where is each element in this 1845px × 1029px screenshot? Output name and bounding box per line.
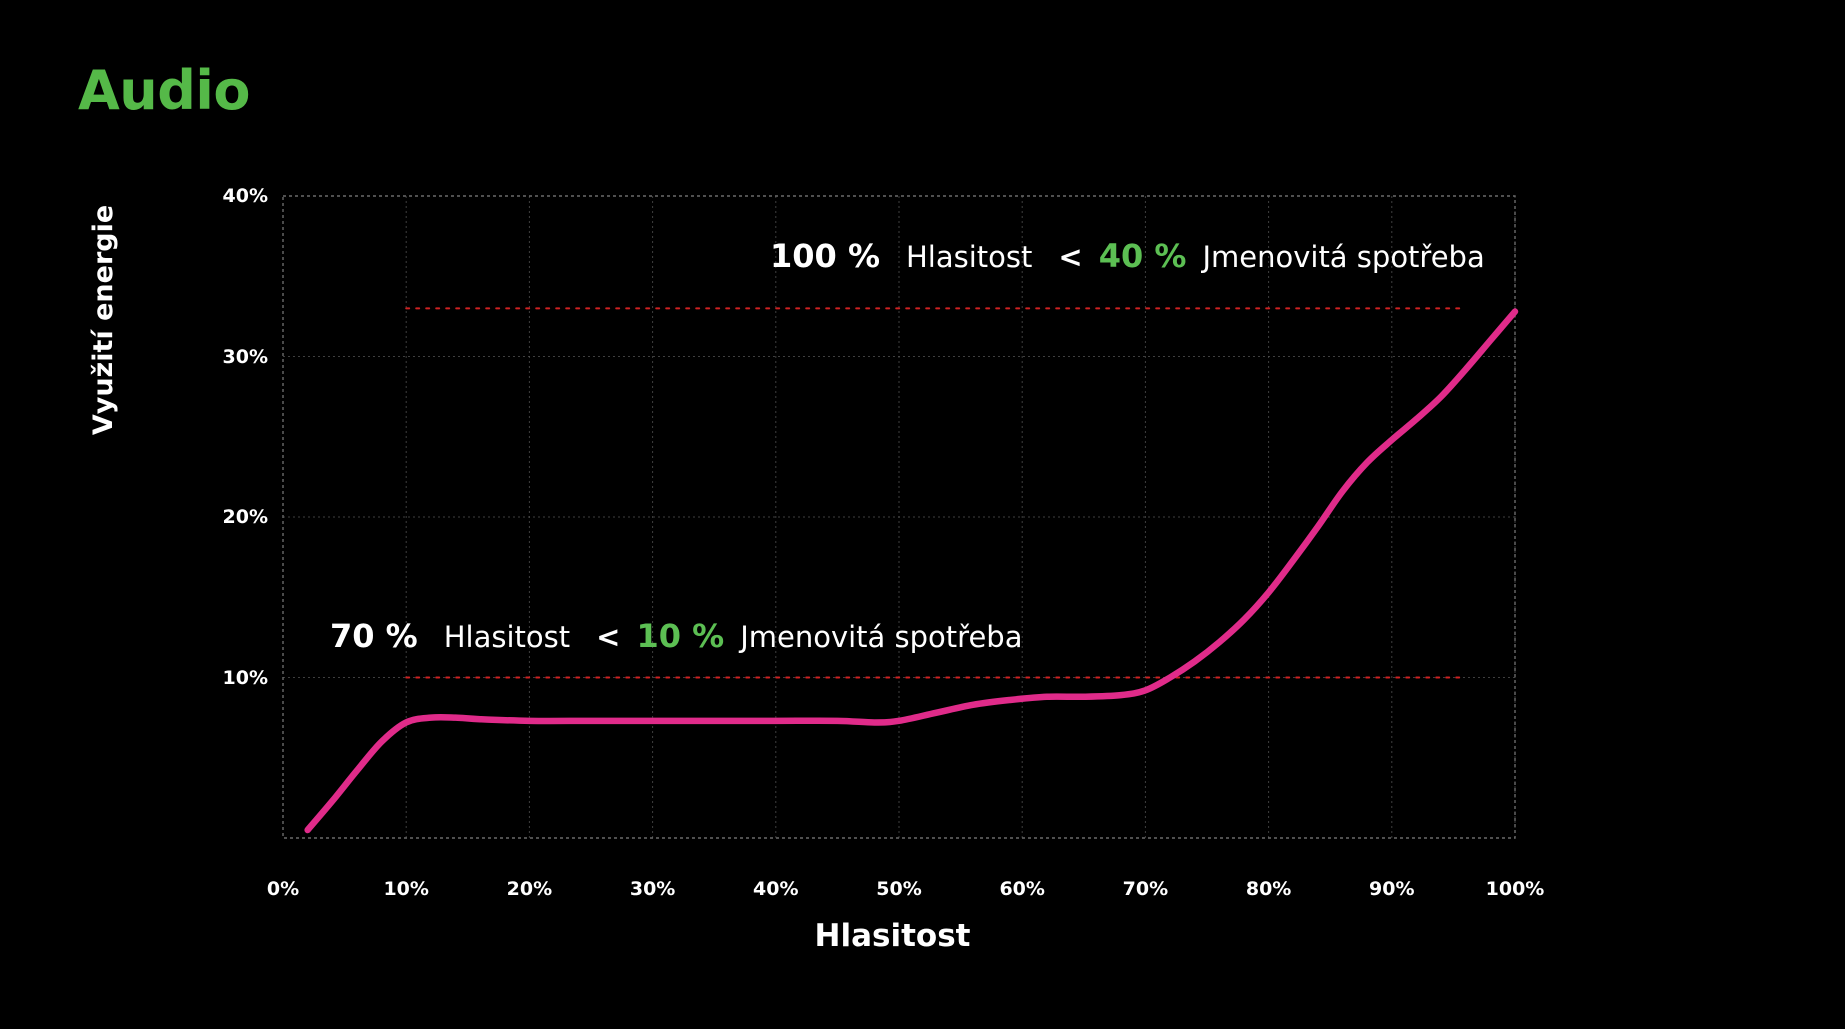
- x-axis-tick-label: 40%: [753, 878, 799, 900]
- x-axis-tick-label: 90%: [1369, 878, 1415, 900]
- annotation-comparator: <: [596, 620, 621, 654]
- x-axis-title: Hlasitost: [0, 918, 1845, 954]
- annotation-power-label: Jmenovitá spotřeba: [1202, 240, 1485, 274]
- annotation-power-label: Jmenovitá spotřeba: [740, 620, 1023, 654]
- x-axis-tick-label: 20%: [506, 878, 553, 900]
- gridlines-group: [283, 196, 1516, 838]
- x-axis-tick-label: 60%: [999, 878, 1045, 900]
- annotation-volume-label: Hlasitost: [906, 240, 1033, 274]
- y-axis-tick-label: 10%: [222, 666, 268, 689]
- annotation-volume-value: 70 %: [330, 617, 418, 655]
- y-axis-title: Využití energie: [88, 204, 119, 436]
- annotation-100-percent: 100 % Hlasitost <40 % Jmenovitá spotřeba: [770, 240, 1485, 272]
- x-axis-tick-label: 80%: [1245, 878, 1292, 900]
- annotation-volume-value: 100 %: [770, 237, 880, 275]
- plot-border: [282, 195, 1516, 839]
- annotation-comparator: <: [1058, 240, 1083, 274]
- y-axis-tick-label: 30%: [222, 345, 268, 368]
- x-axis-tick-label: 30%: [629, 878, 676, 900]
- annotation-70-percent: 70 % Hlasitost <10 % Jmenovitá spotřeba: [330, 620, 1022, 652]
- x-axis-tick-label: 100%: [1485, 878, 1545, 900]
- series-lines-group: [304, 308, 1519, 834]
- plot-border-group: [282, 195, 1516, 839]
- y-axis-tick-label: 40%: [222, 185, 268, 207]
- annotation-volume-label: Hlasitost: [443, 620, 571, 654]
- x-axis-tick-label: 50%: [876, 878, 922, 900]
- series-line: [304, 308, 1519, 834]
- y-axis-tick-label: 20%: [222, 506, 268, 528]
- x-axis-tick-label: 10%: [383, 878, 429, 900]
- x-axis-title-text: Hlasitost: [814, 918, 971, 954]
- reference-lines-group: [405, 307, 1467, 679]
- x-axis-tick-label: 0%: [266, 878, 300, 900]
- annotation-power-value: 40 %: [1098, 237, 1187, 275]
- annotation-power-value: 10 %: [636, 617, 725, 655]
- page-title: Audio: [78, 59, 251, 122]
- x-axis-tick-label: 70%: [1122, 878, 1169, 900]
